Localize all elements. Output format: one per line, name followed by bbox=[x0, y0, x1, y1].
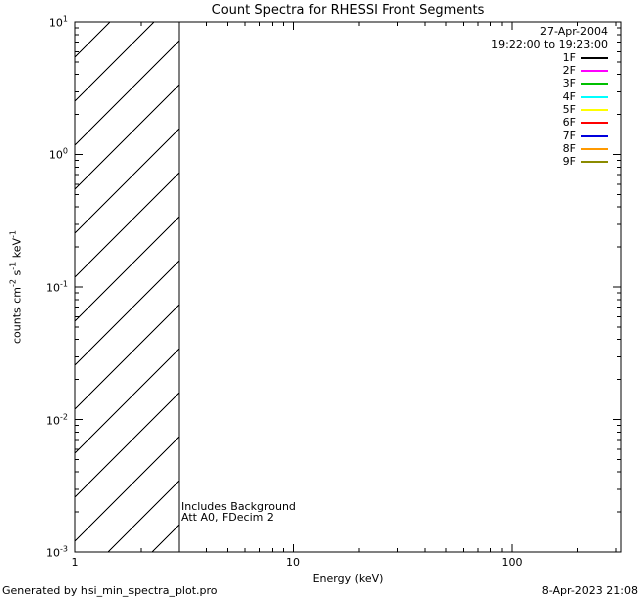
legend-entry: 8F bbox=[491, 142, 608, 155]
legend: 27-Apr-2004 19:22:00 to 19:23:00 1F 2F 3… bbox=[491, 25, 608, 168]
legend-line-swatch bbox=[581, 69, 608, 72]
legend-entry-label: 7F bbox=[562, 129, 576, 142]
legend-entry: 3F bbox=[491, 77, 608, 90]
legend-entry-label: 2F bbox=[562, 64, 576, 77]
legend-entry-label: 1F bbox=[562, 51, 576, 64]
x-tick-label: 1 bbox=[71, 556, 79, 569]
y-tick-label: 10-2 bbox=[46, 412, 68, 428]
legend-entry: 7F bbox=[491, 129, 608, 142]
y-axis-label: counts cm-2 s-1 keV-1 bbox=[8, 230, 24, 344]
x-tick-label: 10 bbox=[286, 556, 300, 569]
legend-line-swatch bbox=[581, 121, 608, 124]
legend-entry: 9F bbox=[491, 155, 608, 168]
legend-line-swatch bbox=[581, 147, 608, 150]
legend-line-swatch bbox=[581, 56, 608, 59]
legend-entry: 4F bbox=[491, 90, 608, 103]
footer-timestamp: 8-Apr-2023 21:08 bbox=[541, 584, 638, 597]
legend-line-swatch bbox=[581, 108, 608, 111]
legend-entry: 2F bbox=[491, 64, 608, 77]
chart-title: Count Spectra for RHESSI Front Segments bbox=[211, 3, 485, 18]
x-tick-label: 100 bbox=[501, 556, 523, 569]
annotation-attenuator-state: Att A0, FDecim 2 bbox=[181, 511, 274, 524]
legend-line-swatch bbox=[581, 160, 608, 163]
x-axis-label: Energy (keV) bbox=[312, 572, 384, 585]
legend-line-swatch bbox=[581, 134, 608, 137]
y-tick-label: 10-1 bbox=[46, 279, 68, 295]
legend-line-swatch bbox=[581, 82, 608, 85]
legend-entry-label: 4F bbox=[562, 90, 576, 103]
legend-entry-label: 6F bbox=[562, 116, 576, 129]
legend-entry-label: 5F bbox=[562, 103, 576, 116]
legend-entry-label: 9F bbox=[562, 155, 576, 168]
footer-generator-text: Generated by hsi_min_spectra_plot.pro bbox=[2, 584, 218, 597]
y-tick-label: 101 bbox=[48, 14, 68, 30]
annotation-includes-background: Includes Background bbox=[181, 500, 296, 513]
y-tick-label: 10-3 bbox=[46, 544, 68, 560]
legend-date: 27-Apr-2004 bbox=[539, 25, 608, 38]
legend-entry-label: 3F bbox=[562, 77, 576, 90]
legend-line-swatch bbox=[581, 95, 608, 98]
legend-entry: 1F bbox=[491, 51, 608, 64]
legend-entry-label: 8F bbox=[562, 142, 576, 155]
legend-entry: 5F bbox=[491, 103, 608, 116]
legend-time-range: 19:22:00 to 19:23:00 bbox=[491, 38, 608, 51]
y-tick-label: 100 bbox=[48, 146, 68, 162]
legend-entry: 6F bbox=[491, 116, 608, 129]
